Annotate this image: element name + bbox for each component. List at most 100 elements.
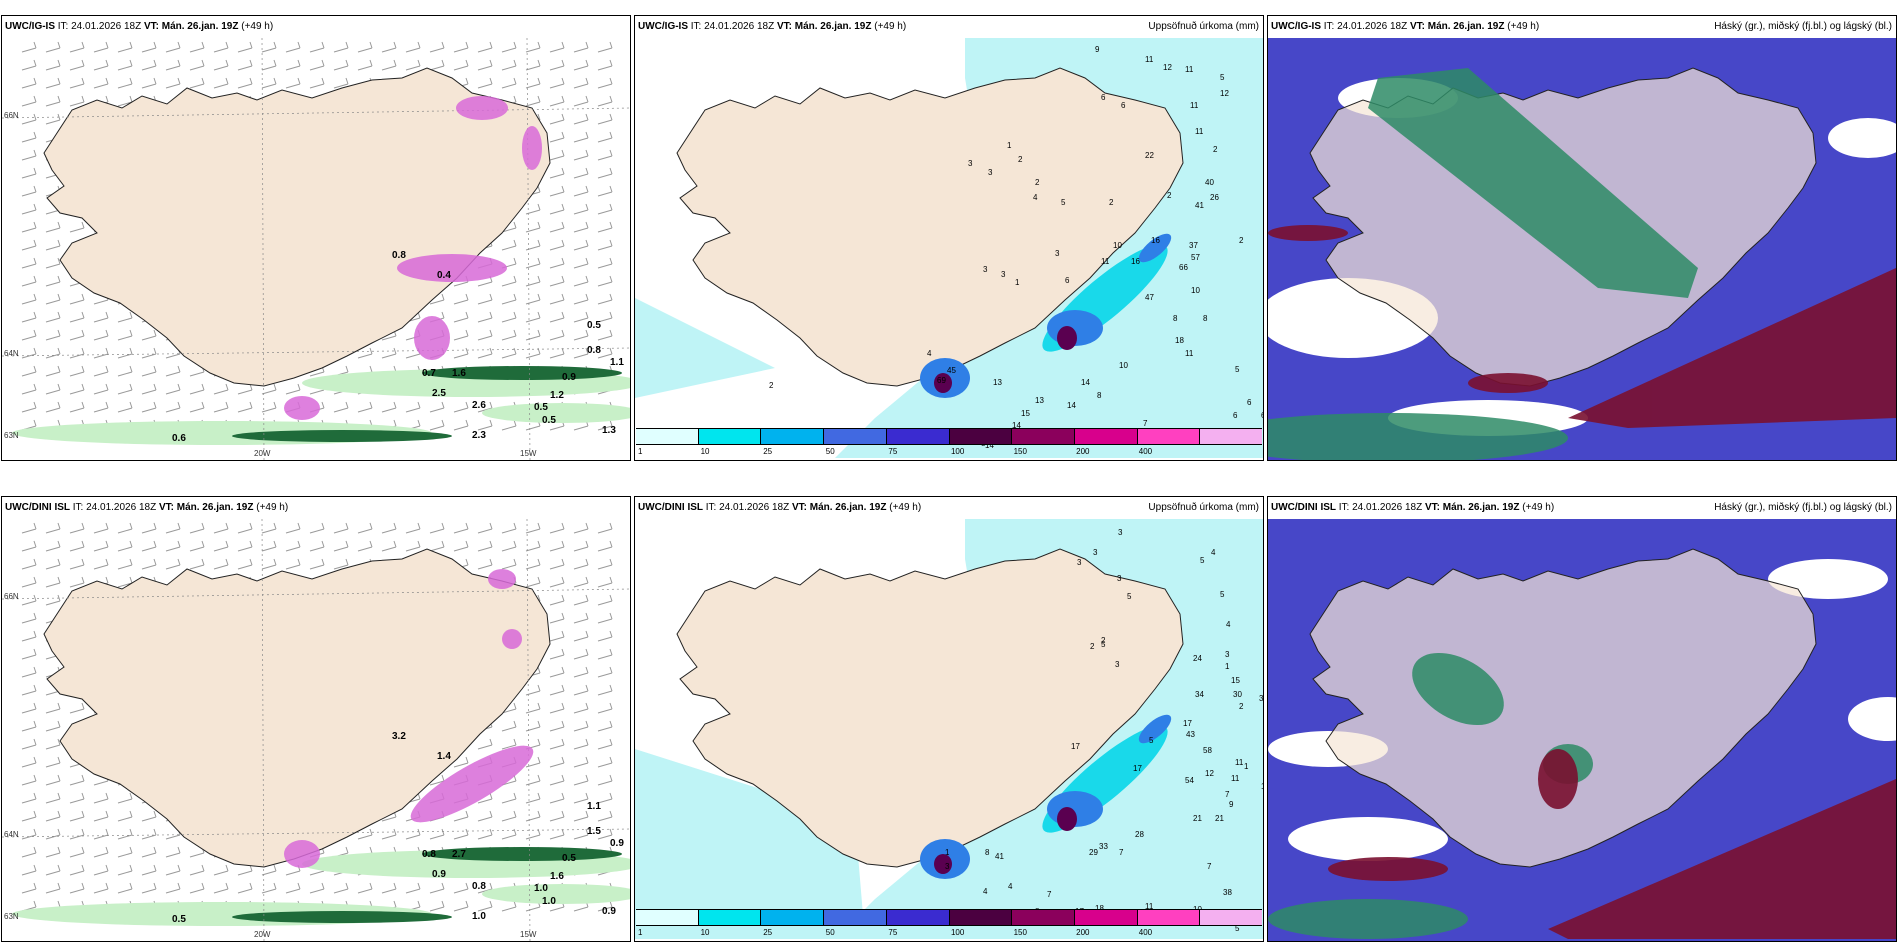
value-label: 12: [1205, 769, 1214, 778]
it-value: 24.01.2026 18Z: [719, 502, 790, 513]
field-title: Háský (gr.), miðský (fj.bl.) og lágský (…: [1714, 21, 1892, 32]
value-label: 18: [1095, 904, 1104, 913]
legend-swatch: [636, 910, 699, 925]
value-label: 11: [1185, 349, 1194, 358]
value-label: 5: [1127, 592, 1132, 601]
legend-labels: 1 10 25 50 75 100 150 200 400: [636, 445, 1262, 459]
value-label: 58: [1203, 746, 1212, 755]
value-label: 3: [988, 168, 993, 177]
value-label: 4: [983, 887, 988, 896]
value-label: 8: [1097, 391, 1102, 400]
legend-label: 100: [950, 447, 965, 456]
legend-swatch: [886, 429, 950, 444]
legend-swatch: [824, 910, 887, 925]
lat-label: 64N: [4, 830, 19, 839]
value-label: 1.1: [587, 801, 601, 812]
panel-igis-precip: 9 11 12 11 5 12 11 6 6 11 1 2 3 3 2 22 2 2 4 5 2 40 26 41 2 10 16 3…: [634, 15, 1264, 461]
value-label: 45: [947, 366, 956, 375]
panel-header: UWC/IG-IS IT: 24.01.2026 18Z VT: Mán. 26…: [1268, 16, 1896, 38]
lead-time: (+49 h): [1507, 21, 1540, 32]
value-label: 6: [1233, 411, 1238, 420]
value-label: 37: [1189, 241, 1198, 250]
value-label: 3: [1077, 558, 1082, 567]
graticule: [2, 38, 630, 460]
value-label: 0.5: [542, 415, 556, 426]
value-label: 2: [1213, 145, 1218, 154]
value-label: 41: [995, 852, 1004, 861]
value-label: 11: [1190, 101, 1199, 110]
lon-label: 15W: [520, 930, 537, 939]
value-label: 1.0: [534, 883, 548, 894]
value-label: 14: [1067, 401, 1076, 410]
legend-swatch: [1012, 429, 1075, 444]
legend-label: 75: [888, 928, 898, 937]
vt-label: VT:: [158, 502, 174, 513]
value-label: 11: [1145, 55, 1154, 64]
value-label: 26: [1210, 193, 1219, 202]
value-label: 3: [1055, 249, 1060, 258]
cloud-low: [1328, 749, 1896, 939]
value-label: 0.5: [172, 914, 186, 925]
value-label: 9: [1229, 800, 1234, 809]
value-label: 0.8: [422, 849, 436, 860]
axis-labels: 66N 64N 63N 20W 15W: [4, 592, 537, 939]
color-legend: 1 10 25 50 75 100 150 200 400: [636, 428, 1263, 459]
legend-swatch: [1074, 429, 1138, 444]
value-label: 3: [968, 159, 973, 168]
cloud-high: [1268, 68, 1698, 460]
iceland-land: [676, 67, 1184, 387]
value-label: 1: [1244, 762, 1249, 771]
value-label: 0.5: [534, 402, 548, 413]
value-label: 24: [1193, 654, 1202, 663]
panel-model: UWC/IG-IS: [5, 21, 55, 32]
vt-label: VT:: [143, 21, 159, 32]
legend-swatch: [824, 429, 887, 444]
legend-swatch: [1074, 910, 1138, 925]
value-label: 17: [1071, 742, 1080, 751]
legend-label: 200: [1076, 447, 1090, 456]
value-label: 3: [1001, 270, 1006, 279]
lat-label: 66N: [4, 592, 19, 601]
value-label: 9: [1095, 45, 1100, 54]
value-label: 40: [1205, 178, 1214, 187]
value-label: 7: [1143, 419, 1148, 428]
value-label: 1.6: [550, 871, 564, 882]
legend-swatch: [761, 910, 825, 925]
value-label: 5: [1235, 924, 1240, 933]
lead-time: (+49 h): [889, 502, 922, 513]
value-label: 8: [985, 848, 990, 857]
value-label: 38: [1223, 888, 1232, 897]
value-label: 12: [1220, 89, 1229, 98]
legend-swatch: [886, 910, 950, 925]
value-label: 1.3: [602, 425, 616, 436]
value-label: 11: [1185, 65, 1194, 74]
value-label: 2: [1239, 236, 1244, 245]
value-label: 13: [1035, 396, 1044, 405]
legend-label: 150: [1013, 447, 1027, 456]
value-label: 0.4: [437, 270, 451, 281]
legend-label: 75: [888, 447, 898, 456]
panel-model: UWC/DINI ISL: [638, 502, 703, 513]
field-title: Háský (gr.), miðský (fj.bl.) og lágský (…: [1714, 502, 1892, 513]
value-label: 18: [1175, 336, 1184, 345]
value-label: 0.8: [392, 250, 406, 261]
value-label: 34: [1195, 690, 1204, 699]
panel-igis-wind: 66N 64N 63N 20W 15W 0.5 0.8 1.1 0.6 2.5 0.7 1.6 0.5 0…: [1, 15, 631, 461]
value-label: 22: [1145, 151, 1154, 160]
it-value: 24.01.2026 18Z: [86, 502, 157, 513]
vt-label: VT:: [1424, 502, 1440, 513]
it-label: IT:: [1338, 502, 1350, 513]
value-label: 1.6: [452, 368, 466, 379]
legend-label: 1: [638, 928, 643, 937]
lead-time: (+49 h): [256, 502, 289, 513]
vt-value: Mán. 26.jan. 19Z: [1442, 502, 1520, 513]
value-label: 2: [1101, 636, 1106, 645]
value-label: 1: [1015, 278, 1020, 287]
value-label: 11: [1101, 257, 1110, 266]
value-label: 7: [1225, 790, 1230, 799]
value-label: 4: [1033, 193, 1038, 202]
vt-label: VT:: [791, 502, 807, 513]
panel-model: UWC/DINI ISL: [5, 502, 70, 513]
value-label: 16: [1131, 257, 1140, 266]
